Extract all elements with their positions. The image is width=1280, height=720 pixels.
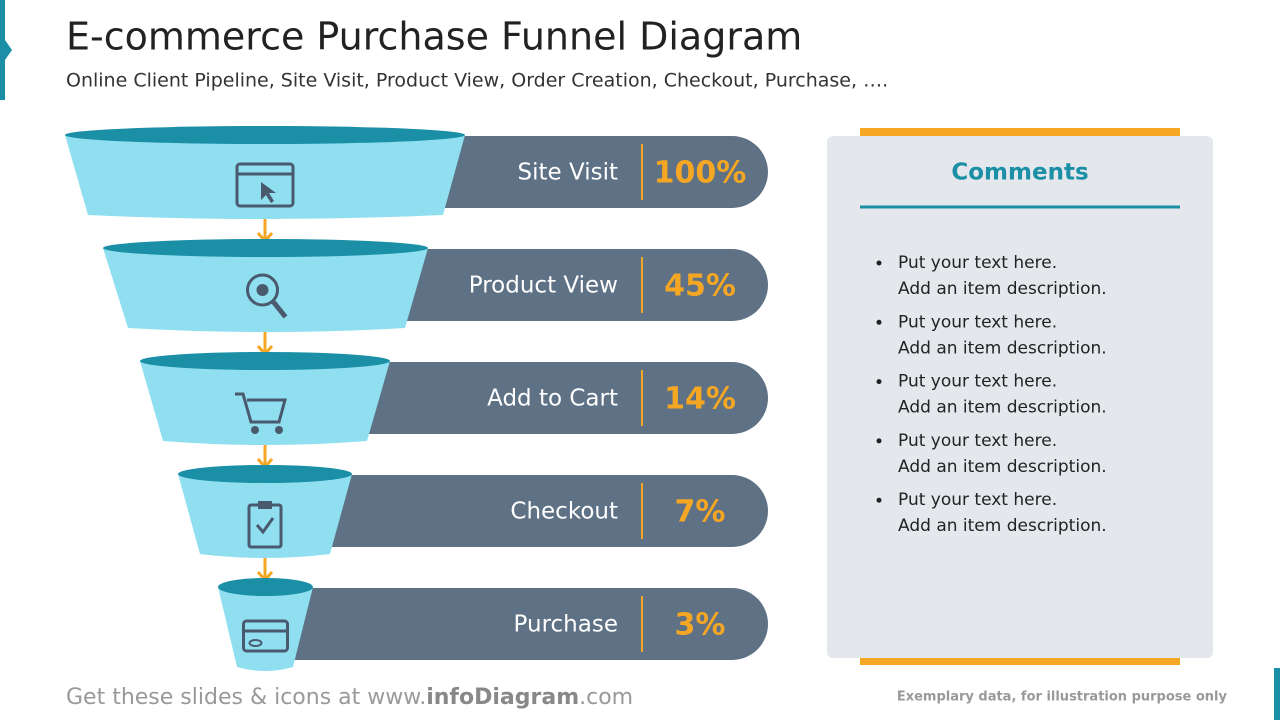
funnel-cup (65, 135, 465, 219)
icon (242, 619, 289, 653)
bullet (876, 379, 882, 385)
panel-bottom-bar (860, 656, 1180, 665)
title: E-commerce Purchase Funnel Diagram (66, 15, 802, 59)
funnel-cup (178, 474, 352, 558)
icon (255, 517, 275, 535)
funnel-cup (218, 587, 313, 671)
icon (251, 426, 259, 434)
accent-bar (1274, 668, 1280, 720)
comment-description: Add an item description. (898, 279, 1107, 299)
footer-note: Exemplary data, for illustration purpose… (897, 690, 1228, 705)
subtitle: Online Client Pipeline, Site Visit, Prod… (66, 70, 888, 92)
bullet (876, 497, 882, 503)
stage-label: Product View (469, 273, 618, 299)
bullet (876, 438, 882, 444)
icon (248, 639, 263, 647)
stage-percent: 7% (675, 495, 726, 530)
stage-bar (432, 136, 768, 208)
footer-link: Get these slides & icons at www.infoDiag… (66, 685, 633, 710)
comment-text: Put your text here. (898, 490, 1057, 510)
bullet (876, 260, 882, 266)
stage-percent: 45% (664, 269, 736, 304)
comment-description: Add an item description. (898, 338, 1107, 358)
comment-description: Add an item description. (898, 398, 1107, 418)
funnel-rim (65, 126, 465, 144)
comments-panel (827, 136, 1213, 658)
icon (261, 182, 276, 203)
stage-label: Add to Cart (487, 386, 618, 412)
funnel-rim (218, 578, 313, 596)
footer-prefix: Get these slides & icons at www. (66, 685, 426, 710)
comment-text: Put your text here. (898, 431, 1057, 451)
stage-bar (319, 475, 768, 547)
stage-bar (356, 362, 768, 434)
icon (235, 162, 295, 208)
funnel-rim (140, 352, 390, 370)
comment-text: Put your text here. (898, 253, 1057, 273)
stage-label: Site Visit (518, 160, 618, 186)
stage-label: Purchase (514, 612, 618, 638)
bullet (876, 319, 882, 325)
funnel-rim (178, 465, 352, 483)
comments-title: Comments (951, 160, 1088, 186)
comment-description: Add an item description. (898, 516, 1107, 536)
icon (271, 300, 288, 319)
icon (275, 426, 283, 434)
panel-top-bar (860, 128, 1180, 138)
stage-bar (281, 588, 768, 660)
funnel-rim (103, 239, 428, 257)
comment-text: Put your text here. (898, 312, 1057, 332)
icon (258, 501, 272, 509)
stage-percent: 3% (675, 608, 726, 643)
icon (235, 392, 287, 424)
accent-bar (0, 0, 5, 100)
icon (256, 284, 269, 296)
icon (246, 273, 279, 307)
stage-percent: 100% (654, 156, 747, 191)
funnel-cup (140, 361, 390, 445)
stage-label: Checkout (510, 499, 618, 525)
accent-arrow (5, 40, 12, 60)
footer-brand: infoDiagram (426, 685, 579, 710)
stage-bar (394, 249, 768, 321)
comment-text: Put your text here. (898, 372, 1057, 392)
footer-suffix: .com (579, 685, 633, 710)
stage-percent: 14% (664, 382, 736, 417)
comment-description: Add an item description. (898, 457, 1107, 477)
